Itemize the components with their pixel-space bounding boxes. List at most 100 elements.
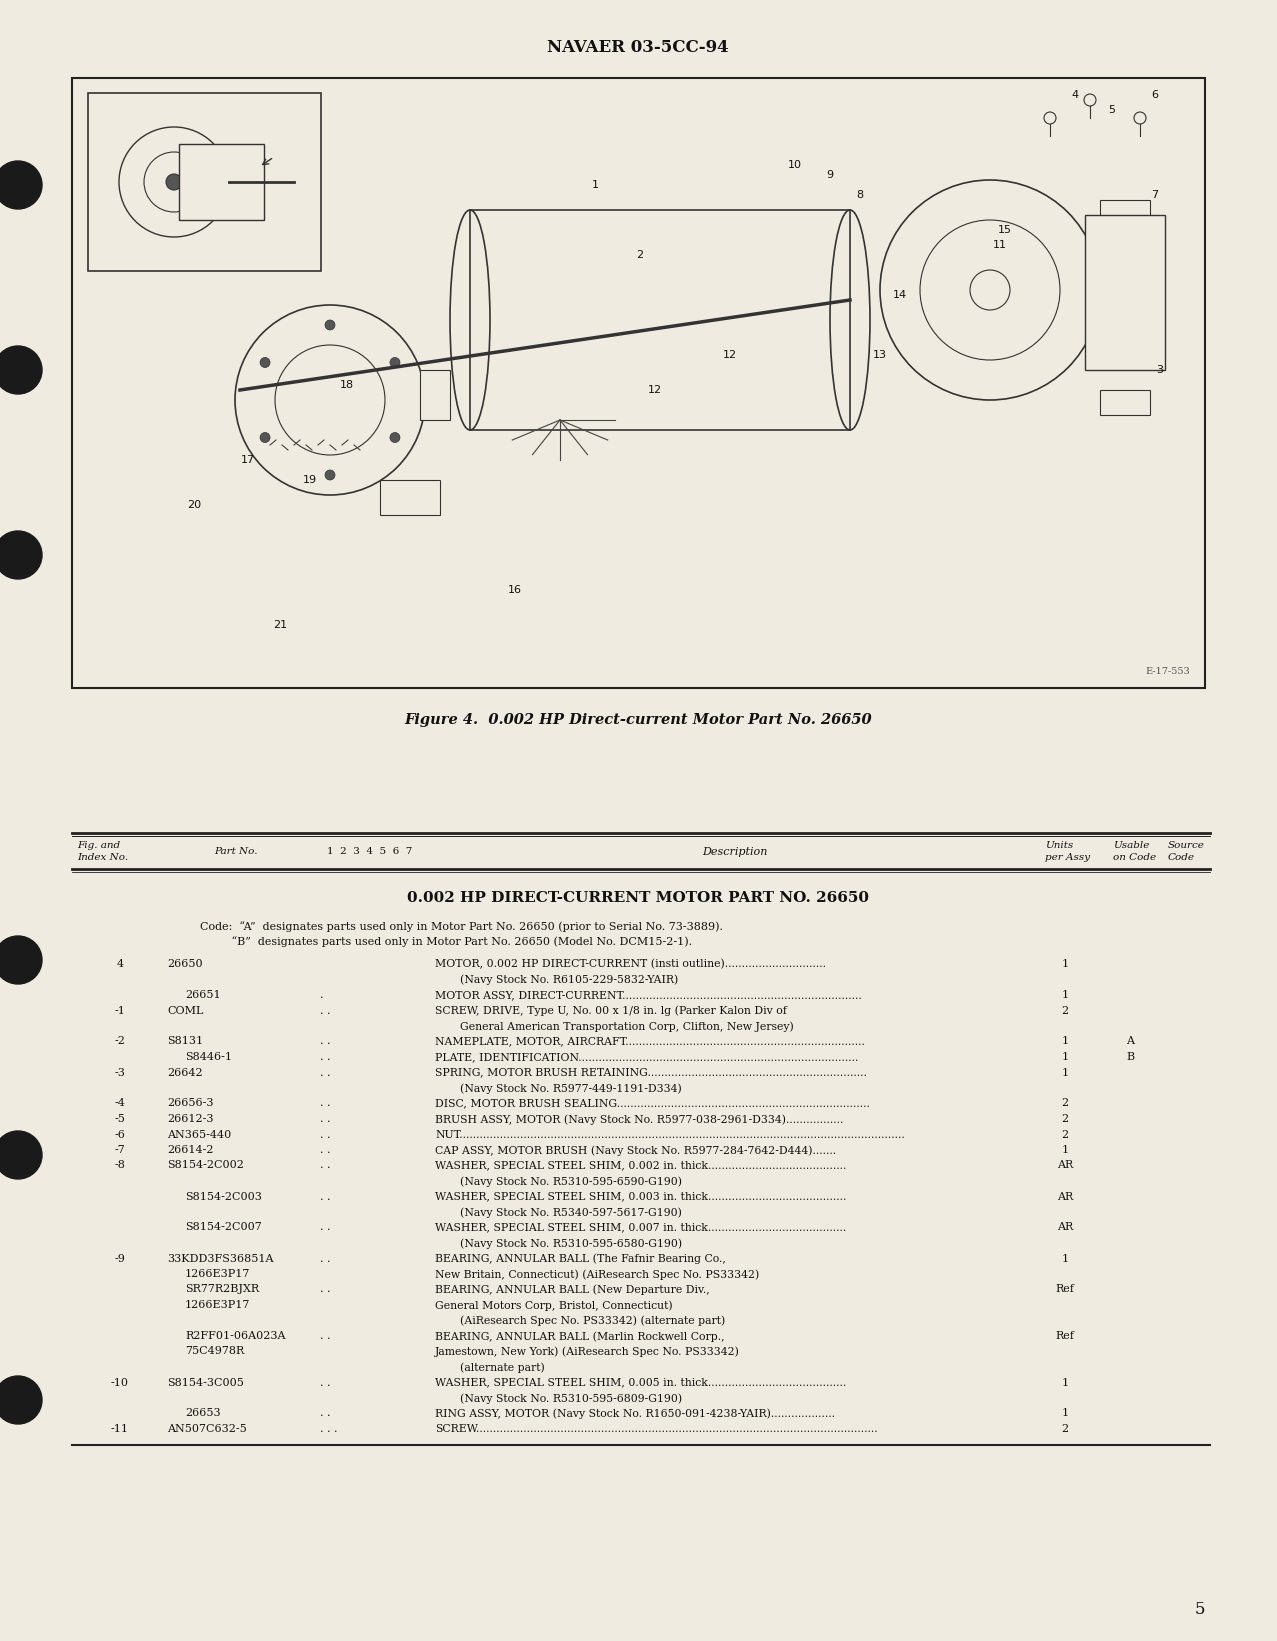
Text: . . .: . . . (321, 1424, 337, 1434)
Text: 33KDD3FS36851A: 33KDD3FS36851A (167, 1254, 273, 1264)
Text: AR: AR (1057, 1191, 1073, 1201)
Text: . .: . . (321, 1408, 331, 1418)
Text: NAVAER 03-5CC-94: NAVAER 03-5CC-94 (547, 39, 729, 56)
Text: SR77R2BJXR: SR77R2BJXR (185, 1285, 259, 1295)
Text: . .: . . (321, 1114, 331, 1124)
Text: . .: . . (321, 1129, 331, 1139)
Text: 0.002 HP DIRECT-CURRENT MOTOR PART NO. 26650: 0.002 HP DIRECT-CURRENT MOTOR PART NO. 2… (407, 891, 870, 904)
Text: AR: AR (1057, 1223, 1073, 1232)
Text: . .: . . (321, 1223, 331, 1232)
Text: MOTOR ASSY, DIRECT-CURRENT......................................................: MOTOR ASSY, DIRECT-CURRENT..............… (435, 990, 862, 999)
Text: SCREW...........................................................................: SCREW...................................… (435, 1424, 877, 1434)
Bar (381, 481, 441, 515)
Text: . .: . . (321, 1160, 331, 1170)
Text: 1: 1 (1061, 1254, 1069, 1264)
Text: 19: 19 (303, 474, 317, 486)
Text: -10: -10 (111, 1377, 129, 1388)
Text: 18: 18 (340, 381, 354, 391)
Text: 26614-2: 26614-2 (167, 1145, 213, 1155)
Circle shape (0, 1131, 42, 1178)
Text: (Navy Stock No. R5340-597-5617-G190): (Navy Stock No. R5340-597-5617-G190) (460, 1208, 682, 1218)
Text: 11: 11 (994, 240, 1008, 249)
Text: 7: 7 (1152, 190, 1158, 200)
Text: 1: 1 (1061, 1052, 1069, 1062)
Text: per Assy: per Assy (1045, 853, 1091, 862)
Text: MOTOR, 0.002 HP DIRECT-CURRENT (insti outline)..............................: MOTOR, 0.002 HP DIRECT-CURRENT (insti ou… (435, 958, 826, 970)
Text: Fig. and: Fig. and (77, 840, 120, 850)
Text: S8446-1: S8446-1 (185, 1052, 232, 1062)
Text: WASHER, SPECIAL STEEL SHIM, 0.002 in. thick.....................................: WASHER, SPECIAL STEEL SHIM, 0.002 in. th… (435, 1160, 847, 1170)
Text: -7: -7 (115, 1145, 125, 1155)
Text: -8: -8 (115, 1160, 125, 1170)
Text: R2FF01-06A023A: R2FF01-06A023A (185, 1331, 286, 1341)
Text: (alternate part): (alternate part) (460, 1362, 545, 1372)
Text: . .: . . (321, 1037, 331, 1047)
Text: Part No.: Part No. (215, 847, 258, 857)
Text: 21: 21 (273, 620, 287, 630)
Text: General Motors Corp, Bristol, Connecticut): General Motors Corp, Bristol, Connecticu… (435, 1300, 673, 1311)
Text: 9: 9 (826, 171, 834, 181)
Text: 5: 5 (1195, 1602, 1205, 1618)
Text: BEARING, ANNULAR BALL (New Departure Div.,: BEARING, ANNULAR BALL (New Departure Div… (435, 1285, 710, 1295)
Bar (1099, 391, 1151, 415)
Text: . .: . . (321, 1006, 331, 1016)
Text: AN507C632-5: AN507C632-5 (167, 1424, 246, 1434)
Text: 1: 1 (1061, 1037, 1069, 1047)
Text: (Navy Stock No. R5977-449-1191-D334): (Navy Stock No. R5977-449-1191-D334) (460, 1083, 682, 1093)
Text: Index No.: Index No. (77, 853, 128, 862)
Text: BEARING, ANNULAR BALL (Marlin Rockwell Corp.,: BEARING, ANNULAR BALL (Marlin Rockwell C… (435, 1331, 724, 1342)
Text: 26653: 26653 (185, 1408, 221, 1418)
Text: S8154-2C002: S8154-2C002 (167, 1160, 244, 1170)
Bar (420, 369, 450, 420)
Text: -1: -1 (115, 1006, 125, 1016)
Text: 1: 1 (1061, 1377, 1069, 1388)
Text: WASHER, SPECIAL STEEL SHIM, 0.003 in. thick.....................................: WASHER, SPECIAL STEEL SHIM, 0.003 in. th… (435, 1191, 847, 1201)
Text: SCREW, DRIVE, Type U, No. 00 x 1/8 in. lg (Parker Kalon Div of: SCREW, DRIVE, Type U, No. 00 x 1/8 in. l… (435, 1006, 787, 1016)
Text: . .: . . (321, 1254, 331, 1264)
Text: -4: -4 (115, 1098, 125, 1109)
Text: 2: 2 (1061, 1006, 1069, 1016)
Text: S8131: S8131 (167, 1037, 203, 1047)
Circle shape (389, 358, 400, 368)
Text: “B”  designates parts used only in Motor Part No. 26650 (Model No. DCM15-2-1).: “B” designates parts used only in Motor … (200, 935, 692, 947)
Text: RING ASSY, MOTOR (Navy Stock No. R1650-091-4238-YAIR)...................: RING ASSY, MOTOR (Navy Stock No. R1650-0… (435, 1408, 835, 1419)
Circle shape (0, 935, 42, 985)
Text: S8154-3C005: S8154-3C005 (167, 1377, 244, 1388)
Bar (72, 79, 1205, 688)
Text: . .: . . (321, 1145, 331, 1155)
Text: (Navy Stock No. R5310-595-6809-G190): (Navy Stock No. R5310-595-6809-G190) (460, 1393, 682, 1403)
Text: Source: Source (1168, 840, 1205, 850)
Circle shape (166, 174, 183, 190)
Text: 12: 12 (723, 350, 737, 359)
Text: (Navy Stock No. R5310-595-6580-G190): (Navy Stock No. R5310-595-6580-G190) (460, 1237, 682, 1249)
Text: 4: 4 (116, 958, 124, 968)
Bar (88, 94, 321, 271)
Text: New Britain, Connecticut) (AiResearch Spec No. PS33342): New Britain, Connecticut) (AiResearch Sp… (435, 1268, 760, 1280)
Text: 20: 20 (186, 501, 200, 510)
Text: Description: Description (702, 847, 767, 857)
Text: Usable: Usable (1114, 840, 1149, 850)
Circle shape (0, 532, 42, 579)
Text: Ref: Ref (1056, 1331, 1074, 1341)
Circle shape (0, 1377, 42, 1424)
Text: (Navy Stock No. R6105-229-5832-YAIR): (Navy Stock No. R6105-229-5832-YAIR) (460, 975, 678, 985)
Text: -6: -6 (115, 1129, 125, 1139)
Text: 1  2  3  4  5  6  7: 1 2 3 4 5 6 7 (327, 847, 412, 857)
Text: 1: 1 (1061, 990, 1069, 999)
Circle shape (326, 320, 335, 330)
Text: . .: . . (321, 1331, 331, 1341)
Circle shape (0, 346, 42, 394)
Text: .: . (321, 990, 323, 999)
Text: 1: 1 (1061, 1408, 1069, 1418)
Text: 3: 3 (1157, 364, 1163, 376)
Text: . .: . . (321, 1285, 331, 1295)
Text: . .: . . (321, 1068, 331, 1078)
Text: 16: 16 (508, 584, 522, 596)
Text: . .: . . (321, 1052, 331, 1062)
Text: -3: -3 (115, 1068, 125, 1078)
Text: 15: 15 (999, 225, 1011, 235)
Text: . .: . . (321, 1191, 331, 1201)
Text: Ref: Ref (1056, 1285, 1074, 1295)
Text: 2: 2 (1061, 1424, 1069, 1434)
Text: COML: COML (167, 1006, 203, 1016)
